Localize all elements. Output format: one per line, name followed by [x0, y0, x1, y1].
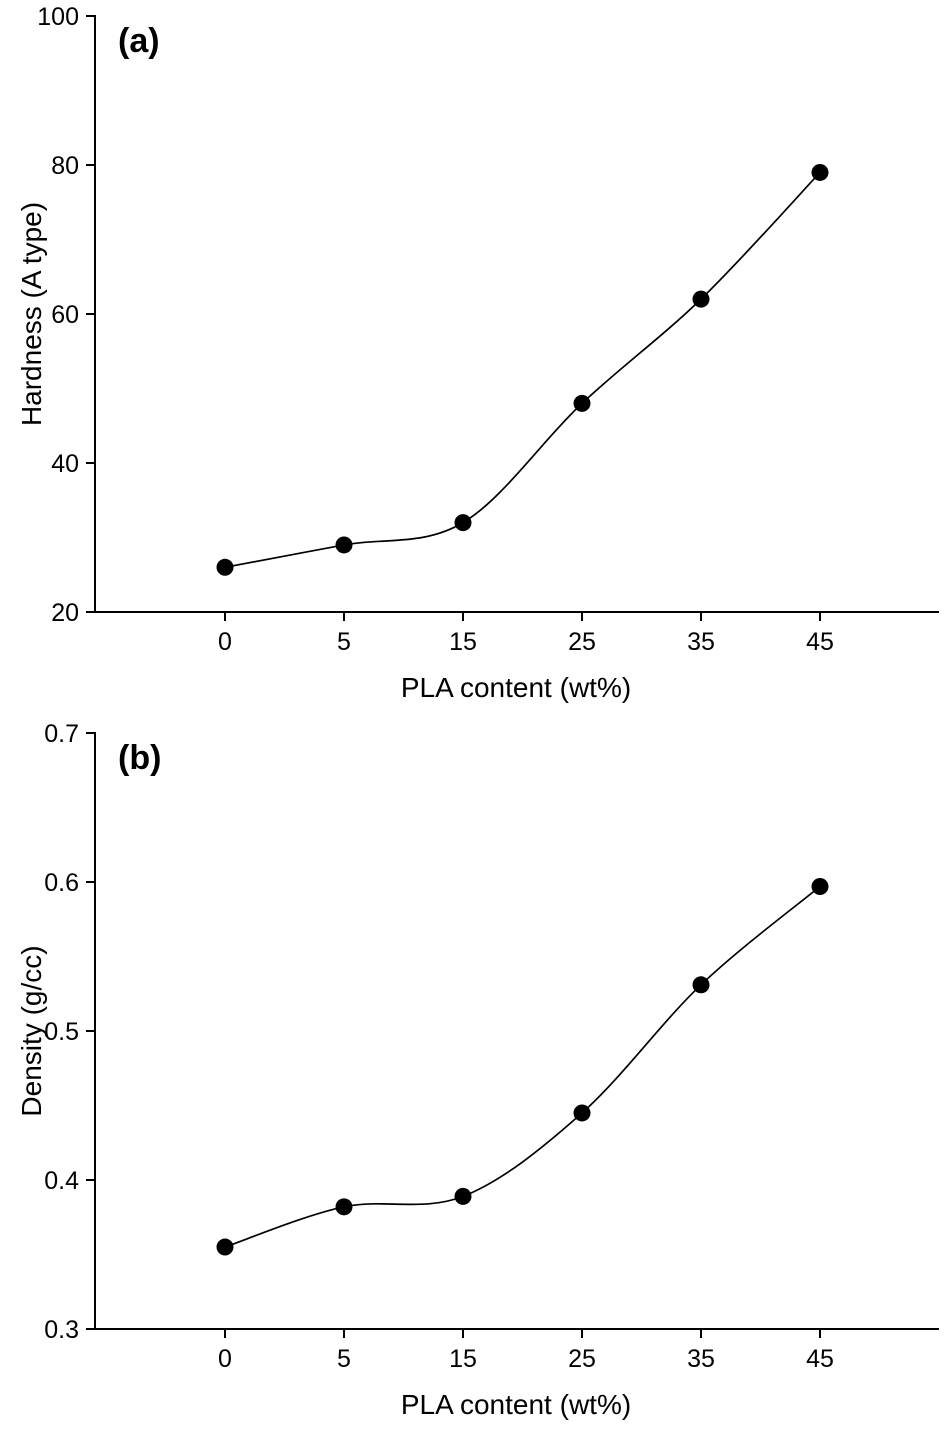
series-line	[224, 171, 821, 569]
data-point-marker	[454, 1187, 472, 1205]
x-tick-label: 0	[218, 628, 232, 656]
x-tick-label: 45	[806, 1345, 834, 1373]
data-point-marker	[573, 394, 591, 412]
x-axis-label-pla-content-a: PLA content (wt%)	[400, 672, 632, 703]
chart-b-canvas: 0.3 0.4 0.5 0.6 0.7 0 5 15 25 35 45	[44, 720, 939, 1373]
y-tick-label: 0.6	[44, 869, 79, 897]
y-tick-label: 20	[51, 599, 79, 627]
data-point-marker	[811, 877, 829, 895]
x-tick-label: 15	[449, 628, 477, 656]
y-tick-label: 100	[37, 3, 79, 31]
x-tick-label: 25	[568, 1345, 596, 1373]
y-tick-label: 60	[51, 301, 79, 329]
figure-panel-b: 0.3 0.4 0.5 0.6 0.7 0 5 15 25 35 45 (b) Density (g…	[0, 717, 944, 1434]
data-point-marker	[454, 514, 472, 532]
y-tick-label: 80	[51, 152, 79, 180]
panel-label-b: (b)	[118, 739, 162, 777]
y-tick-label: 0.7	[44, 720, 79, 748]
x-tick-label: 0	[218, 1345, 232, 1373]
x-tick-label: 25	[568, 628, 596, 656]
y-tick-label: 0.3	[44, 1316, 79, 1344]
panel-label-a: (a)	[118, 22, 160, 60]
x-tick-label: 5	[337, 628, 351, 656]
x-tick-label: 45	[806, 628, 834, 656]
x-tick-label: 35	[687, 1345, 715, 1373]
y-axis-label-hardness: Hardness (A type)	[16, 201, 47, 427]
data-point-marker	[692, 290, 710, 308]
data-point-marker	[335, 1198, 353, 1216]
x-axis-label-pla-content-b: PLA content (wt%)	[400, 1389, 632, 1420]
y-axis-label-density: Density (g/cc)	[16, 945, 47, 1117]
chart-a-canvas: 20 40 60 80 100 0 5 15 25 35 45	[37, 3, 939, 656]
x-tick-label: 5	[337, 1345, 351, 1373]
y-tick-label: 0.4	[44, 1167, 79, 1195]
figure-panel-a: 20 40 60 80 100 0 5 15 25 35 45 (a) Hardness (A ty…	[16, 3, 939, 703]
data-point-marker	[216, 1238, 234, 1256]
data-point-marker	[216, 558, 234, 576]
x-tick-label: 15	[449, 1345, 477, 1373]
data-point-marker	[692, 976, 710, 994]
series-line	[224, 885, 821, 1248]
axis-spines	[94, 15, 939, 613]
y-tick-label: 40	[51, 450, 79, 478]
x-tick-label: 35	[687, 628, 715, 656]
data-point-marker	[335, 536, 353, 554]
data-point-marker	[811, 163, 829, 181]
data-point-marker	[573, 1104, 591, 1122]
y-tick-label: 0.5	[44, 1018, 79, 1046]
